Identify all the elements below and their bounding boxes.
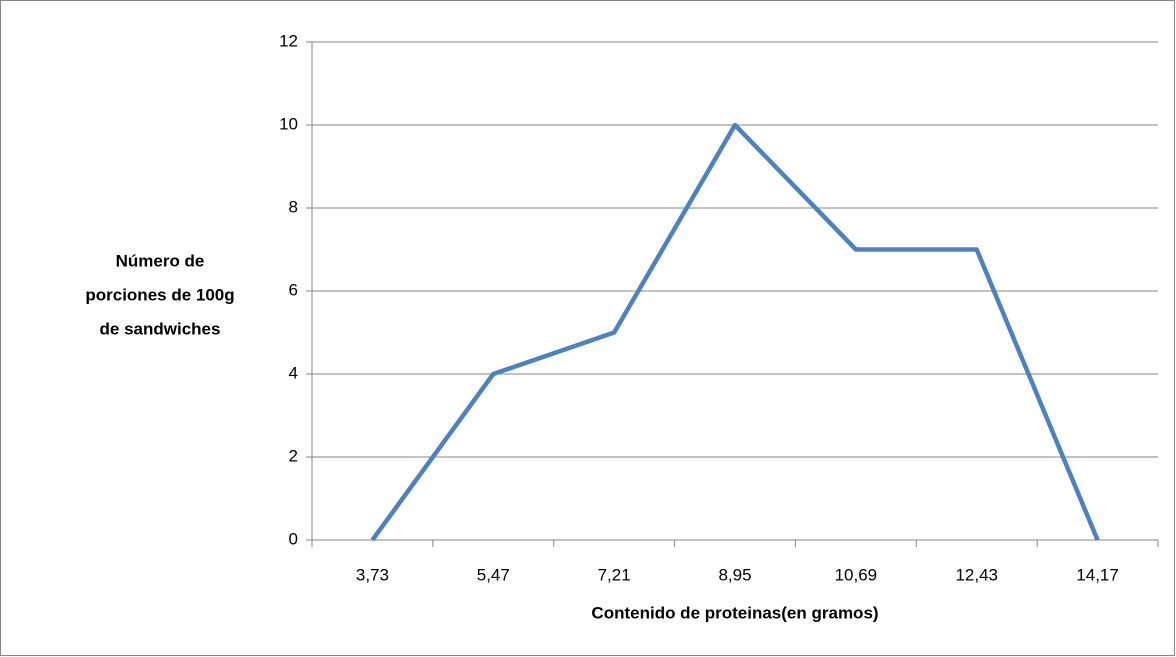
y-tick-label: 10 — [279, 114, 298, 133]
y-tick-label: 12 — [279, 31, 298, 50]
y-tick-label: 0 — [289, 529, 298, 548]
y-tick-label: 2 — [289, 446, 298, 465]
y-tick-label: 6 — [289, 280, 298, 299]
x-tick-label: 5,47 — [477, 565, 510, 584]
x-tick-label: 12,43 — [955, 565, 998, 584]
y-axis-title: de sandwiches — [100, 319, 221, 338]
y-tick-label: 4 — [289, 363, 298, 382]
data-line — [370, 122, 1100, 542]
y-axis-title: Número de — [116, 251, 205, 270]
y-axis-title: porciones de 100g — [85, 285, 234, 304]
y-tick-label: 8 — [289, 197, 298, 216]
x-tick-label: 8,95 — [718, 565, 751, 584]
x-tick-label: 3,73 — [356, 565, 389, 584]
x-tick-label: 14,17 — [1076, 565, 1119, 584]
x-tick-label: 10,69 — [835, 565, 878, 584]
x-axis-title: Contenido de proteinas(en gramos) — [591, 603, 878, 622]
x-tick-label: 7,21 — [598, 565, 631, 584]
